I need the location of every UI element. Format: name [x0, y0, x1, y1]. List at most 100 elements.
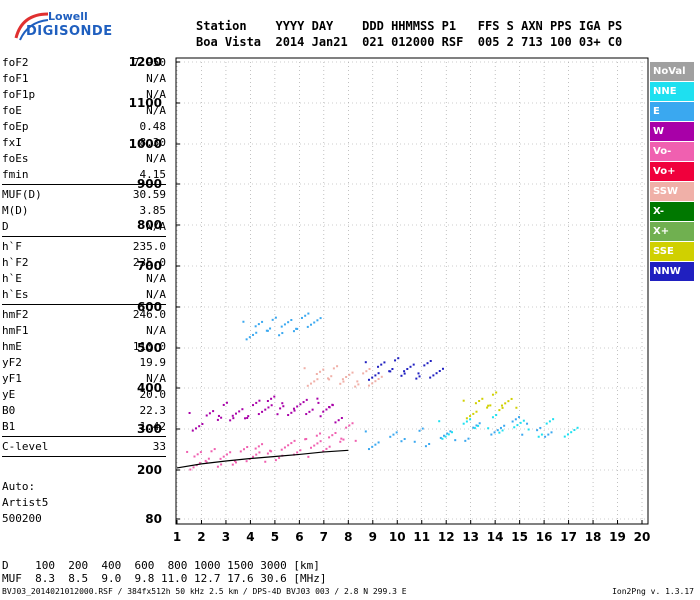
echo-point [522, 419, 525, 422]
echo-point [441, 367, 444, 370]
echo-point [311, 408, 314, 411]
echo-point [380, 363, 383, 366]
echo-point [339, 382, 342, 385]
echo-point [526, 422, 529, 425]
echo-point [327, 377, 330, 380]
echo-point [315, 373, 318, 375]
x-tick-label: 19 [609, 530, 626, 544]
echo-point [438, 370, 441, 372]
echo-point [290, 442, 293, 445]
param-row: C-level 33 [2, 439, 170, 455]
echo-point [334, 421, 337, 424]
y-tick-label: 80 [145, 512, 162, 526]
echo-point [276, 413, 279, 416]
echo-point [198, 425, 201, 428]
echo-point [540, 433, 543, 436]
echo-point [325, 408, 328, 411]
echo-point [302, 401, 305, 404]
param-label: h`Es [2, 288, 29, 301]
echo-point [192, 466, 195, 469]
echo-point [216, 465, 219, 468]
echo-point [252, 404, 255, 407]
x-tick-label: 12 [438, 530, 455, 544]
y-tick-label: 600 [137, 300, 162, 314]
echo-point [432, 374, 435, 377]
echo-point [313, 321, 316, 324]
y-tick-label: 800 [137, 218, 162, 232]
echo-point [377, 372, 380, 375]
param-label: h`E [2, 272, 22, 285]
param-value: N/A [146, 72, 166, 85]
param-row: D N/A [2, 219, 170, 235]
echo-point [406, 368, 409, 370]
param-label: fmin [2, 168, 29, 181]
echo-point [246, 417, 249, 419]
echo-point [232, 417, 235, 420]
param-separator [2, 456, 166, 457]
legend-item-ssw: SSW [650, 182, 694, 201]
legend-item-x: X+ [650, 222, 694, 241]
echo-point [472, 426, 475, 429]
echo-point [261, 410, 264, 413]
y-tick-label: 400 [137, 381, 162, 395]
param-value: N/A [146, 152, 166, 165]
echo-point [469, 415, 472, 418]
param-value: 8.30 [139, 136, 167, 149]
echo-point [189, 468, 192, 471]
echo-point [487, 427, 490, 430]
echo-point [412, 363, 415, 366]
param-row: hmE 110.0 [2, 339, 170, 355]
x-tick-label: 14 [487, 530, 504, 544]
echo-point [380, 375, 383, 378]
echo-point [331, 403, 334, 406]
echo-point [342, 380, 345, 383]
param-label: foF1 [2, 72, 29, 85]
param-label: M(D) [2, 204, 29, 217]
logo-line2: DIGISONDE [26, 24, 113, 39]
echo-point [316, 397, 319, 400]
echo-point [400, 440, 403, 443]
echo-point [239, 450, 242, 453]
header-values: Boa Vista 2014 Jan21 021 012000 RSF 005 … [196, 35, 623, 49]
echo-point [290, 411, 293, 414]
param-label: foEs [2, 152, 29, 165]
param-label: yF2 [2, 356, 22, 369]
auto-version: 500200 [2, 512, 42, 525]
echo-point [319, 415, 322, 418]
echo-point [244, 417, 247, 420]
echo-point [201, 423, 204, 425]
echo-point [231, 414, 234, 417]
echo-point [518, 416, 521, 419]
x-tick-label: 13 [462, 530, 479, 544]
echo-point [296, 327, 299, 330]
x-tick-label: 17 [560, 530, 577, 544]
echo-point [477, 424, 480, 427]
echo-point [332, 367, 335, 370]
echo-point [281, 332, 284, 335]
echo-point [475, 424, 478, 427]
echo-point [389, 435, 392, 438]
echo-point [356, 380, 359, 383]
echo-point [319, 432, 322, 435]
echo-point [319, 440, 322, 443]
echo-point [191, 429, 194, 432]
param-value: N/A [146, 88, 166, 101]
echo-point [313, 444, 316, 447]
x-tick-label: 5 [271, 530, 279, 544]
echo-point [340, 417, 343, 419]
echo-point [491, 416, 494, 419]
echo-point [246, 446, 249, 449]
param-label: MUF(D) [2, 188, 42, 201]
echo-point [270, 404, 273, 407]
param-row: foEp 0.48 [2, 119, 170, 135]
x-tick-label: 9 [369, 530, 377, 544]
echo-point [449, 430, 452, 433]
x-tick-label: 10 [389, 530, 406, 544]
echo-point [254, 447, 257, 450]
legend-item-e: E [650, 102, 694, 121]
param-value: 246.0 [132, 308, 166, 321]
legend-item-noval: NoVal [650, 62, 694, 81]
x-tick-label: 20 [634, 530, 651, 544]
echo-point [328, 378, 331, 381]
echo-point [403, 372, 406, 375]
